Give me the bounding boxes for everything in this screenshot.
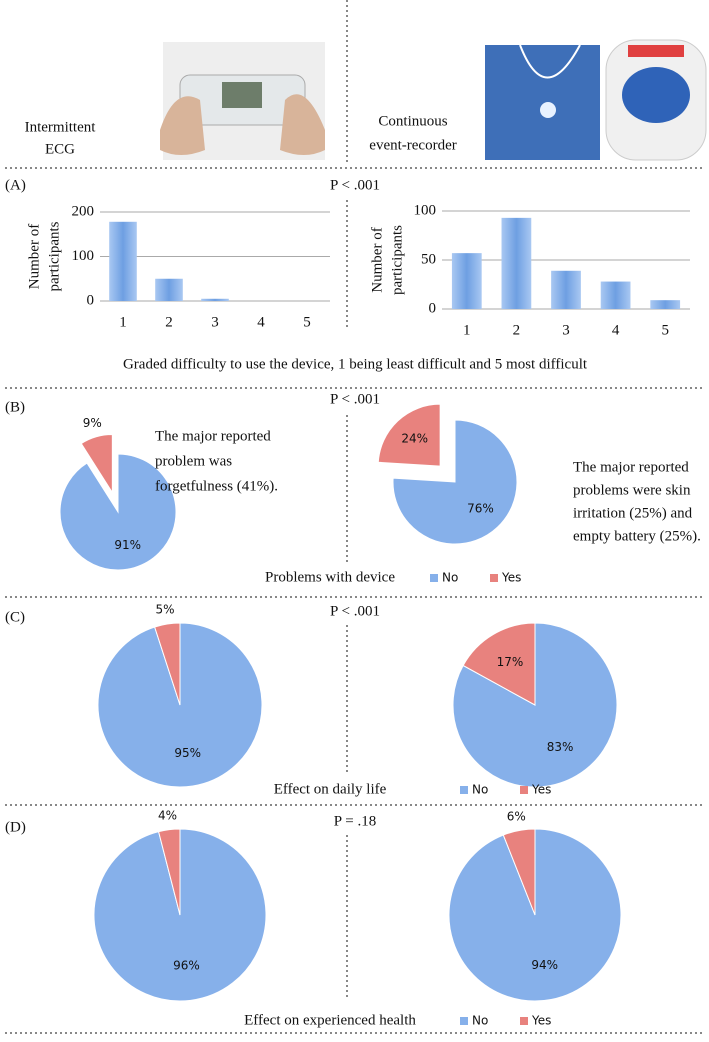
x-tick-label: 5 [303, 314, 311, 330]
legend-swatch [430, 574, 438, 582]
y-axis-label: participants [46, 221, 62, 291]
caption: Graded difficulty to use the device, 1 b… [123, 356, 588, 372]
legend-label: Yes [501, 571, 521, 585]
annotation: problem was [155, 453, 232, 469]
pie-slice [80, 434, 113, 495]
pie-slice [377, 403, 441, 467]
y-axis-label: Number of [26, 224, 42, 289]
y-tick-label: 0 [87, 292, 95, 308]
p-value: P < .001 [330, 177, 380, 193]
y-tick-label: 100 [414, 202, 437, 218]
y-axis-label: Number of [369, 227, 385, 292]
bar [600, 281, 631, 309]
header-left: Intermittent [25, 119, 97, 135]
legend-label: Yes [531, 783, 551, 797]
legend-swatch [460, 1017, 468, 1025]
legend-swatch [490, 574, 498, 582]
bar [551, 270, 581, 309]
header-right: event-recorder [369, 137, 456, 153]
caption: Problems with device [265, 569, 395, 585]
p-value: P < .001 [330, 603, 380, 619]
legend-swatch [520, 786, 528, 794]
value-label: 24% [401, 432, 428, 446]
y-axis-label: participants [389, 225, 405, 295]
p-value: P < .001 [330, 391, 380, 407]
y-tick-label: 0 [429, 300, 437, 316]
caption: Effect on daily life [274, 781, 387, 797]
p-value: P = .18 [334, 813, 377, 829]
caption: Effect on experienced health [244, 1012, 416, 1028]
bar [201, 298, 229, 301]
value-label: 6% [507, 809, 526, 823]
y-tick-label: 200 [72, 203, 95, 219]
legend-label: No [472, 783, 488, 797]
x-tick-label: 4 [612, 322, 620, 338]
value-label: 4% [158, 808, 177, 822]
value-label: 9% [83, 416, 102, 430]
bar [451, 253, 482, 309]
device-photo-right [485, 39, 707, 161]
annotation: problems were skin [573, 482, 691, 498]
bar [501, 217, 532, 309]
device-photo-left [160, 42, 325, 160]
panel-label: (D) [5, 819, 26, 835]
annotation: The major reported [573, 459, 689, 475]
pie-slice [158, 828, 181, 916]
annotation: irritation (25%) and [573, 505, 693, 521]
separators [5, 0, 705, 1034]
pie-slice [502, 828, 536, 916]
pie-slice [154, 622, 181, 706]
x-tick-label: 2 [513, 322, 521, 338]
x-tick-label: 1 [463, 322, 471, 338]
y-tick-label: 100 [72, 248, 95, 264]
value-label: 17% [497, 655, 524, 669]
pie-slice [462, 622, 536, 706]
pie-slice [392, 419, 518, 545]
annotation: forgetfulness (41%). [155, 478, 278, 494]
legend-label: No [442, 571, 458, 585]
value-label: 83% [547, 740, 574, 754]
annotation: empty battery (25%). [573, 528, 701, 544]
legend-swatch [520, 1017, 528, 1025]
panel-label: (B) [5, 399, 25, 415]
x-tick-label: 5 [661, 322, 669, 338]
header-left: ECG [45, 141, 75, 157]
x-tick-label: 1 [119, 314, 127, 330]
header-right: Continuous [378, 113, 447, 129]
value-label: 94% [531, 958, 558, 972]
x-tick-label: 2 [165, 314, 173, 330]
value-label: 96% [173, 959, 200, 973]
legend-label: No [472, 1014, 488, 1028]
panel-label: (A) [5, 177, 26, 193]
value-label: 95% [174, 746, 201, 760]
legend-swatch [460, 786, 468, 794]
value-label: 91% [114, 538, 141, 552]
bar [155, 278, 183, 301]
annotation: The major reported [155, 428, 271, 444]
pie-slice [59, 453, 177, 571]
panel-label: (C) [5, 609, 25, 625]
x-tick-label: 4 [257, 314, 265, 330]
value-label: 76% [467, 502, 494, 516]
y-tick-label: 50 [421, 251, 436, 267]
x-tick-label: 3 [562, 322, 570, 338]
legend-label: Yes [531, 1014, 551, 1028]
value-label: 5% [155, 603, 174, 617]
x-tick-label: 3 [211, 314, 219, 330]
bar [650, 300, 681, 309]
bar [109, 221, 137, 301]
